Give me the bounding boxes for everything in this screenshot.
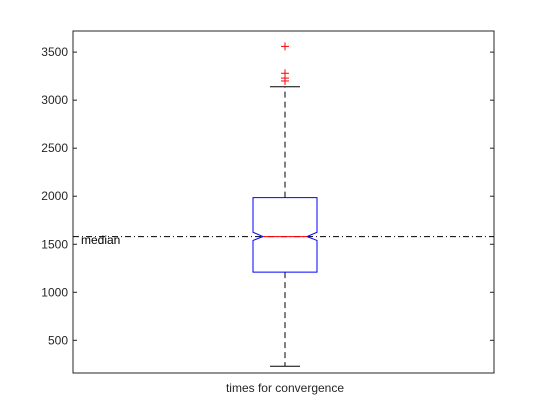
notched-box	[252, 197, 318, 273]
y-tick-label: 2500	[41, 141, 68, 155]
y-tick-label: 500	[48, 333, 68, 347]
x-axis-label: times for convergence	[226, 381, 344, 395]
y-tick-label: 1000	[41, 285, 68, 299]
y-axis: 500 1000 1500 2000 2500 3000 3500	[41, 45, 494, 347]
outlier-point	[281, 69, 289, 78]
y-tick-label: 2000	[41, 189, 68, 203]
plot-content	[73, 42, 494, 367]
median-line-label: median	[81, 233, 120, 247]
y-tick-label: 3500	[41, 45, 68, 59]
outlier-point	[281, 42, 289, 51]
y-tick-label: 3000	[41, 93, 68, 107]
plot-area	[72, 30, 495, 374]
y-tick-label: 1500	[41, 237, 68, 251]
